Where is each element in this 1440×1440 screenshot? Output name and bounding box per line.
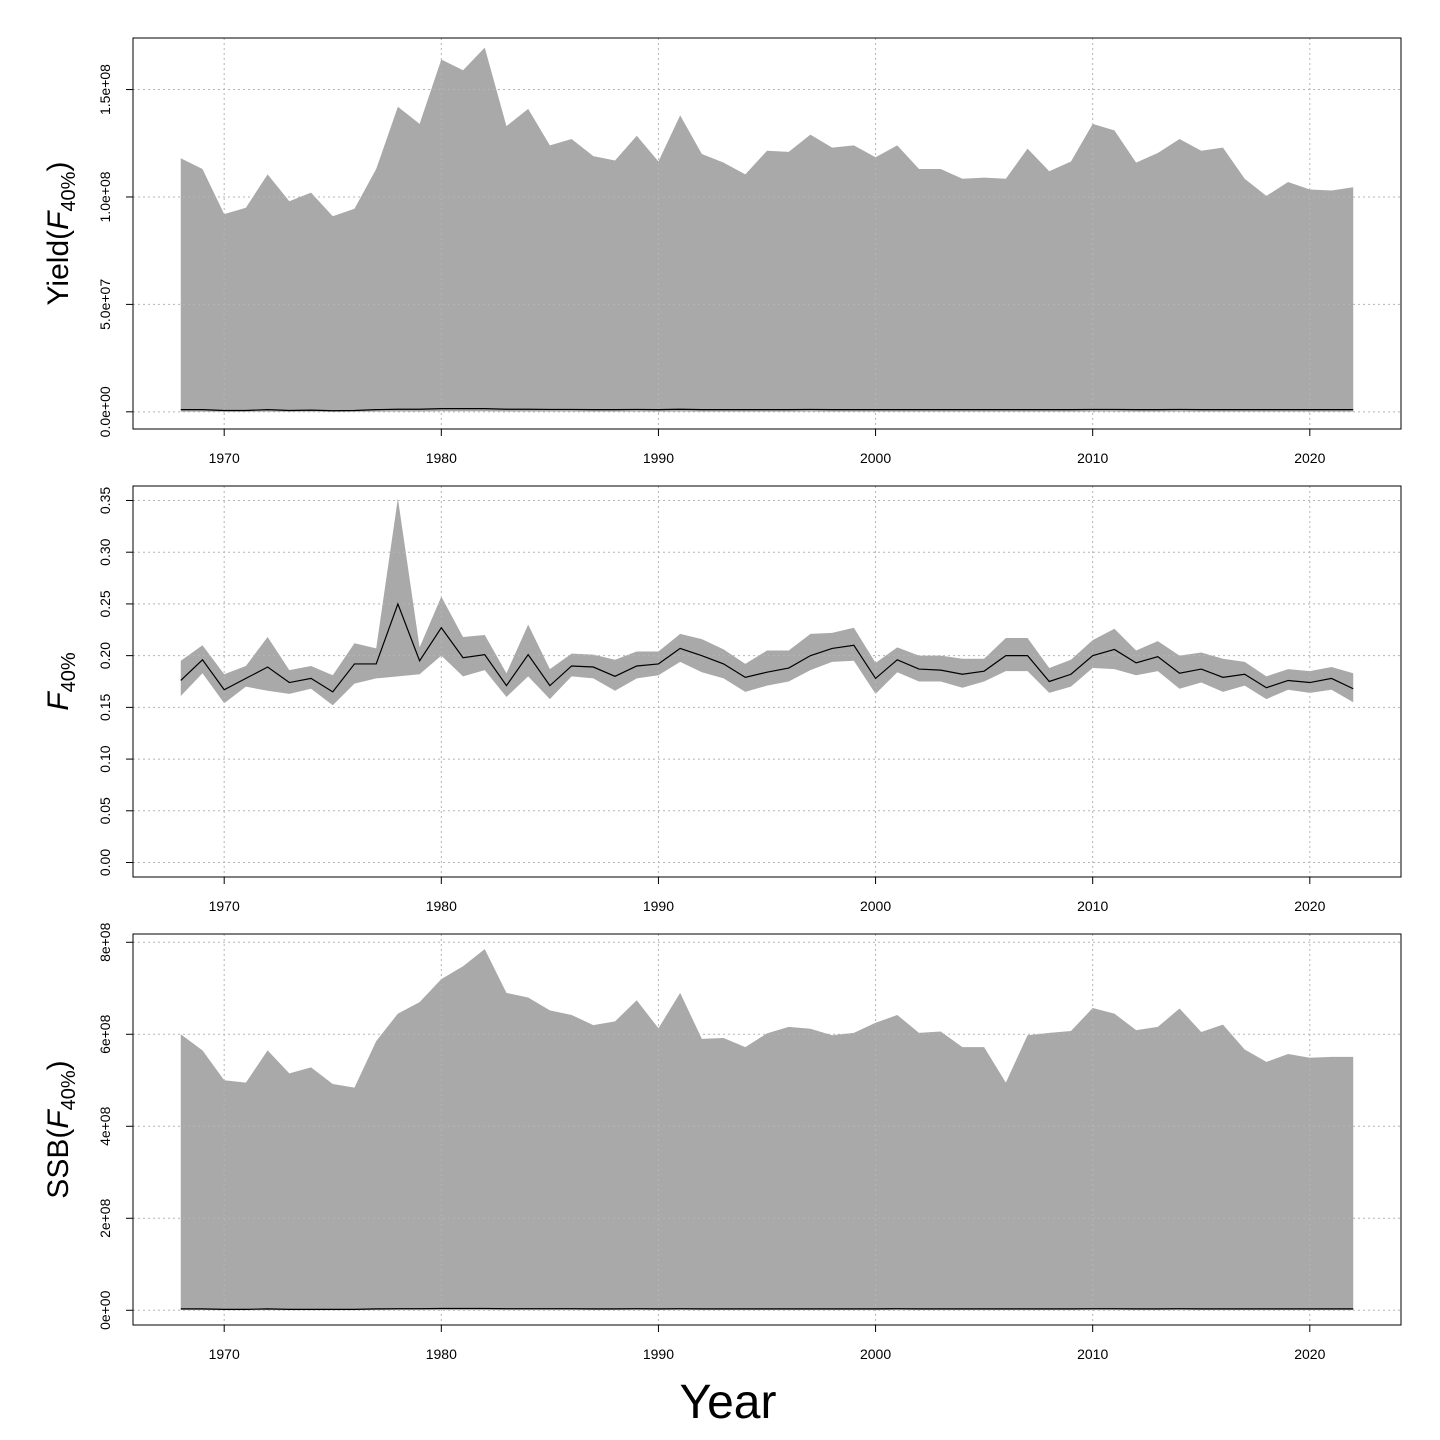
y-tick-label: 2e+08 [97, 1198, 113, 1238]
y-axis-label: Yield(F40%) [42, 162, 80, 306]
x-tick-label: 2020 [1294, 898, 1325, 914]
x-tick-label: 2010 [1077, 898, 1108, 914]
x-tick-label: 1990 [643, 450, 674, 466]
y-tick-label: 0.35 [97, 487, 113, 514]
y-tick-label: 6e+08 [97, 1014, 113, 1054]
y-tick-label: 5.0e+07 [97, 279, 113, 330]
y-tick-label: 0e+00 [97, 1290, 113, 1330]
y-tick-label: 8e+08 [97, 922, 113, 962]
confidence-band [180, 949, 1354, 1311]
confidence-band [180, 498, 1354, 706]
y-tick-label: 0.00 [97, 849, 113, 876]
x-tick-label: 2020 [1294, 1346, 1325, 1362]
y-label-suffix: ) [42, 1060, 75, 1070]
y-label-sub: 40% [58, 652, 80, 692]
y-tick-label: 1.0e+08 [97, 171, 113, 222]
y-label-prefix: SSB( [42, 1129, 75, 1199]
y-tick-label: 0.20 [97, 642, 113, 669]
panel-2: 1970 1980 1990 2000 2010 2020 0.00 0.05 0.10 0.15… [42, 485, 1402, 914]
x-tick-label: 1980 [426, 1346, 457, 1362]
confidence-band [180, 47, 1354, 412]
x-tick-label: 2000 [860, 1346, 891, 1362]
y-tick-label: 1.5e+08 [97, 64, 113, 115]
plot-frame [132, 37, 1402, 430]
x-tick-label: 2010 [1077, 450, 1108, 466]
y-label-var: F [42, 1109, 75, 1129]
x-axis-label: Year [680, 1376, 777, 1429]
y-label-var: F [42, 691, 75, 711]
x-tick-label: 1970 [209, 1346, 240, 1362]
panel-3: 1970 1980 1990 2000 2010 2020 0e+00 2e+08 4e+08 6… [42, 922, 1402, 1362]
plot-frame [132, 933, 1402, 1326]
y-label-prefix: Yield( [42, 230, 75, 306]
y-tick-label: 0.05 [97, 797, 113, 824]
median-line [180, 602, 1354, 693]
x-tick-label: 2010 [1077, 1346, 1108, 1362]
y-tick-label: 0.10 [97, 745, 113, 772]
median-line [180, 1307, 1354, 1310]
y-tick-label: 0.15 [97, 694, 113, 721]
y-axis-label: F40% [42, 652, 80, 711]
x-tick-label: 1970 [209, 450, 240, 466]
y-tick-label: 0.25 [97, 590, 113, 617]
y-tick-label: 0.30 [97, 538, 113, 565]
x-tick-label: 1990 [643, 1346, 674, 1362]
x-tick-label: 1980 [426, 898, 457, 914]
panel-1: 1970 1980 1990 2000 2010 2020 0.0e+00 5.0e+07 1.… [42, 37, 1402, 466]
x-tick-label: 2000 [860, 898, 891, 914]
plot-frame [132, 485, 1402, 878]
median-line [180, 407, 1354, 412]
y-tick-label: 0.0e+00 [97, 386, 113, 437]
y-label-sub: 40% [58, 171, 80, 211]
x-tick-label: 1980 [426, 450, 457, 466]
y-label-suffix: ) [42, 162, 75, 172]
x-tick-label: 2000 [860, 450, 891, 466]
x-tick-label: 1990 [643, 898, 674, 914]
x-tick-label: 1970 [209, 898, 240, 914]
x-tick-label: 2020 [1294, 450, 1325, 466]
y-axis-label: SSB(F40%) [42, 1060, 80, 1198]
y-tick-label: 4e+08 [97, 1106, 113, 1146]
y-label-sub: 40% [58, 1070, 80, 1110]
y-label-var: F [42, 210, 75, 230]
